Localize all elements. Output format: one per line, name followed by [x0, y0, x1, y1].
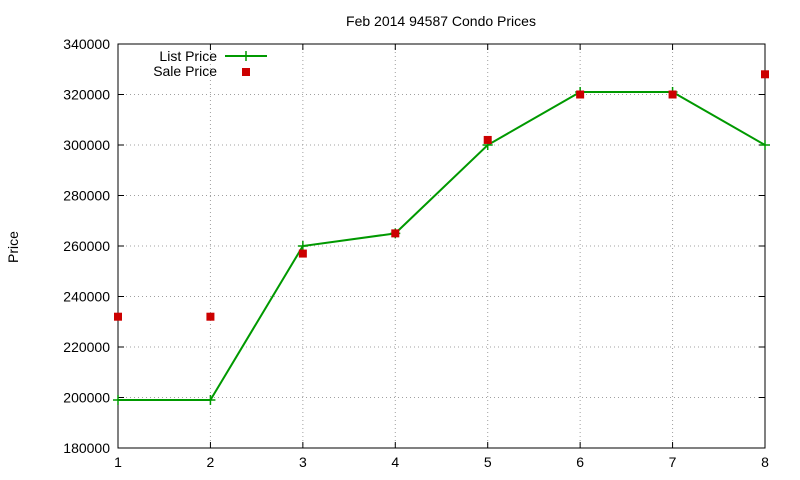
legend-marker-list-price: [241, 51, 251, 61]
axis-ticks: [117, 43, 766, 449]
sale-price-point: [114, 312, 122, 321]
sale-price-point: [483, 135, 492, 144]
list-price-point: [205, 395, 216, 406]
x-tick-label: 7: [669, 454, 677, 470]
y-tick-label: 320000: [63, 87, 110, 103]
x-tick-label: 6: [576, 454, 584, 470]
x-tick-label: 5: [484, 454, 492, 470]
sale-price-point: [298, 249, 307, 258]
plot-frame: [117, 43, 766, 449]
chart-title: Feb 2014 94587 Condo Prices: [346, 13, 536, 29]
grid-lines: [118, 44, 765, 448]
sale-price-point: [761, 70, 769, 79]
x-tick-label: 2: [207, 454, 215, 470]
list-price-line: [118, 90, 766, 402]
sale-price-point: [668, 90, 677, 99]
series-marks: [113, 70, 770, 406]
y-tick-label: 240000: [63, 289, 110, 305]
y-tick-label: 220000: [63, 339, 110, 355]
list-price-point: [113, 395, 123, 406]
y-tick-label: 200000: [63, 390, 110, 406]
y-axis-label: Price: [5, 231, 21, 263]
legend-marker-sale-price: [242, 68, 250, 76]
y-tick-label: 280000: [63, 188, 110, 204]
y-tick-label: 180000: [63, 440, 110, 456]
tick-labels: 180000 200000 220000 240000 260000 280000 3000…: [63, 36, 769, 470]
x-tick-label: 4: [391, 454, 399, 470]
y-tick-label: 300000: [63, 137, 110, 153]
list-price-point: [297, 241, 308, 251]
sale-price-point: [391, 229, 400, 238]
x-tick-label: 1: [114, 454, 122, 470]
legend-label-sale-price: Sale Price: [153, 63, 217, 79]
legend-label-list-price: List Price: [159, 48, 217, 64]
list-price-point: [760, 140, 770, 150]
sale-price-point: [206, 312, 215, 321]
x-tick-label: 3: [299, 454, 307, 470]
legend: List Price Sale Price: [153, 48, 267, 79]
y-tick-label: 260000: [63, 238, 110, 254]
y-tick-label: 340000: [63, 36, 110, 52]
sale-price-point: [576, 90, 585, 99]
x-tick-label: 8: [761, 454, 769, 470]
